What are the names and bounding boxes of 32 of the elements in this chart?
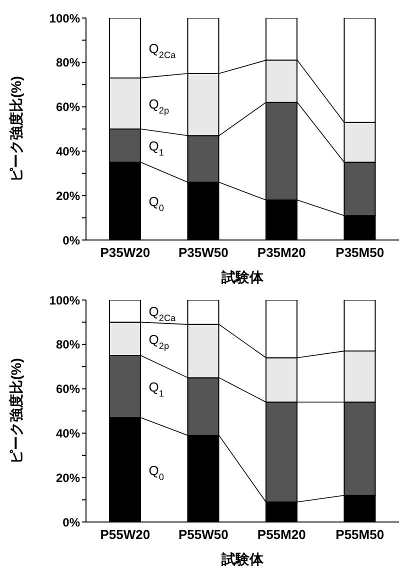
x-tick-label: P55M50 [336,527,384,542]
x-tick-label: P35W20 [100,245,150,260]
x-tick-label: P55W20 [100,527,150,542]
y-axis-title: ピーク強度比(%) [8,358,24,464]
y-tick-label: 40% [56,144,80,158]
y-tick-label: 20% [56,470,80,485]
legend-label: Q$_{2p}$ [148,332,170,351]
x-axis-title: 試験体 [220,551,264,567]
y-tick-label: 100% [49,293,80,308]
y-tick-label: 80% [56,56,80,70]
y-tick-label: 0% [62,233,80,248]
y-tick-label: 80% [56,338,80,352]
series-label: Q$_{2Ca}$ [148,304,177,324]
legend-label: Q$_{1}$ [148,138,164,158]
y-tick-label: 100% [49,11,80,26]
y-axis-title: ピーク強度比(%) [8,76,24,182]
y-tick-label: 0% [62,515,80,530]
y-tick-label: 60% [56,100,80,114]
x-tick-label: P55W50 [178,527,228,542]
series-label: Q$_{2Ca}$ [148,40,177,60]
legend-label: Q$_{0}$ [148,194,164,214]
x-tick-label: P35W50 [178,245,228,260]
x-axis-title: 試験体 [220,269,264,285]
x-tick-label: P35M20 [257,245,306,260]
y-tick-label: 60% [56,382,80,396]
x-tick-label: P55M20 [257,527,306,542]
y-tick-label: 20% [56,188,80,203]
series-label: Q$_{0}$ [148,462,164,482]
series-label: Q$_{2p}$ [148,96,170,116]
y-tick-label: 40% [56,426,80,440]
legend-label: Q$_{1}$ [148,380,164,399]
x-tick-label: P35M50 [336,245,384,260]
